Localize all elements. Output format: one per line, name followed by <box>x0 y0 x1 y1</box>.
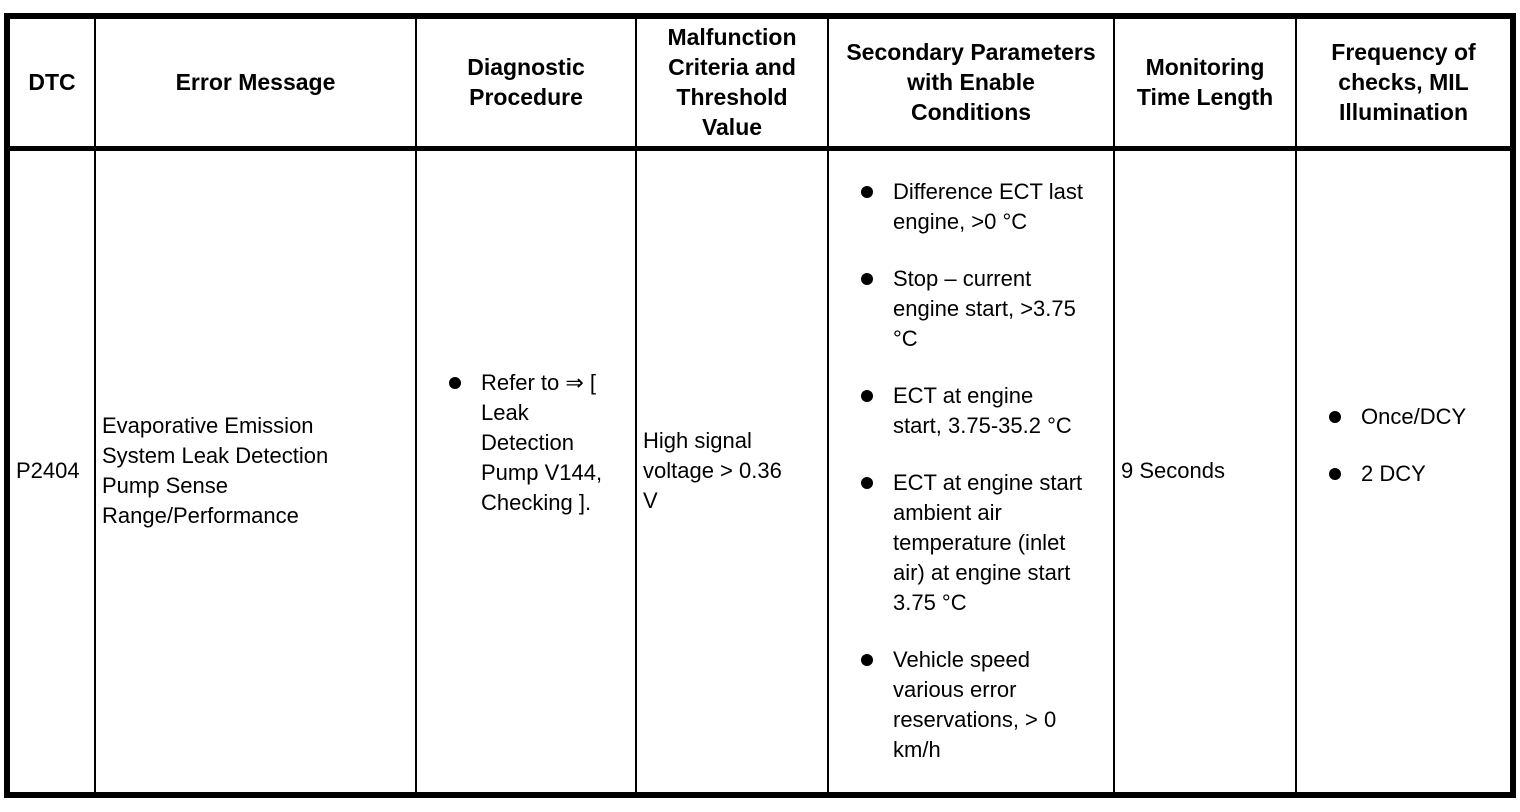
frequency-list: Once/DCY 2 DCY <box>1303 402 1504 489</box>
col-header-malfunction-criteria: Malfunction Criteria and Threshold Value <box>635 15 829 151</box>
monitoring-time-text: 9 Seconds <box>1121 458 1225 484</box>
cell-frequency: Once/DCY 2 DCY <box>1295 147 1514 796</box>
cell-malfunction-criteria: High signal voltage > 0.36 V <box>635 147 829 796</box>
bullet-item: Difference ECT last engine, >0 °C <box>861 177 1107 237</box>
secondary-parameters-list: Difference ECT last engine, >0 °C Stop – … <box>835 177 1107 765</box>
bullet-text: Stop – current engine start, >3.75 °C <box>893 266 1076 352</box>
bullet-icon <box>1329 410 1341 423</box>
bullet-icon <box>861 186 873 199</box>
col-header-error-message: Error Message <box>94 15 417 151</box>
bullet-icon <box>449 377 461 390</box>
dtc-table: DTC Error Message Diagnostic Procedure M… <box>4 13 1516 798</box>
error-message-text: Evaporative Emission System Leak Detecti… <box>102 413 329 529</box>
bullet-item: Vehicle speed various error reservations… <box>861 645 1107 765</box>
bullet-text: 2 DCY <box>1361 460 1426 486</box>
bullet-item: ECT at engine start ambient air temperat… <box>861 468 1107 618</box>
bullet-item: ECT at engine start, 3.75-35.2 °C <box>861 381 1107 441</box>
col-header-frequency: Frequency of checks, MIL Illumination <box>1295 15 1514 151</box>
bullet-icon <box>861 477 873 490</box>
col-header-monitoring-time: Monitoring Time Length <box>1113 15 1297 151</box>
col-header-dtc: DTC <box>6 15 96 151</box>
bullet-item: 2 DCY <box>1329 459 1504 489</box>
cell-dtc: P2404 <box>6 147 96 796</box>
dtc-code: P2404 <box>16 458 80 484</box>
cell-error-message: Evaporative Emission System Leak Detecti… <box>94 147 417 796</box>
cell-monitoring-time: 9 Seconds <box>1113 147 1297 796</box>
cell-secondary-parameters: Difference ECT last engine, >0 °C Stop – … <box>827 147 1115 796</box>
diagnostic-procedure-list: Refer to ⇒ [ Leak Detection Pump V144, C… <box>423 368 629 518</box>
bullet-text: Once/DCY <box>1361 403 1467 429</box>
cell-diagnostic-procedure: Refer to ⇒ [ Leak Detection Pump V144, C… <box>415 147 637 796</box>
col-header-secondary-parameters: Secondary Parameters with Enable Conditi… <box>827 15 1115 151</box>
bullet-icon <box>861 390 873 403</box>
bullet-item: Once/DCY <box>1329 402 1504 432</box>
bullet-item: Refer to ⇒ [ Leak Detection Pump V144, C… <box>449 368 629 518</box>
malfunction-criteria-text: High signal voltage > 0.36 V <box>643 428 782 514</box>
data-row: P2404 Evaporative Emission System Leak D… <box>6 147 1514 796</box>
bullet-text: ECT at engine start, 3.75-35.2 °C <box>893 383 1072 439</box>
header-row: DTC Error Message Diagnostic Procedure M… <box>6 15 1514 151</box>
bullet-icon <box>861 654 873 667</box>
bullet-text: Refer to ⇒ [ Leak Detection Pump V144, C… <box>481 370 603 516</box>
bullet-icon <box>1329 467 1341 480</box>
bullet-text: ECT at engine start ambient air temperat… <box>893 470 1083 616</box>
bullet-icon <box>861 273 873 286</box>
bullet-item: Stop – current engine start, >3.75 °C <box>861 264 1107 354</box>
bullet-text: Difference ECT last engine, >0 °C <box>893 179 1083 235</box>
bullet-text: Vehicle speed various error reservations… <box>893 647 1057 763</box>
col-header-diagnostic-procedure: Diagnostic Procedure <box>415 15 637 151</box>
